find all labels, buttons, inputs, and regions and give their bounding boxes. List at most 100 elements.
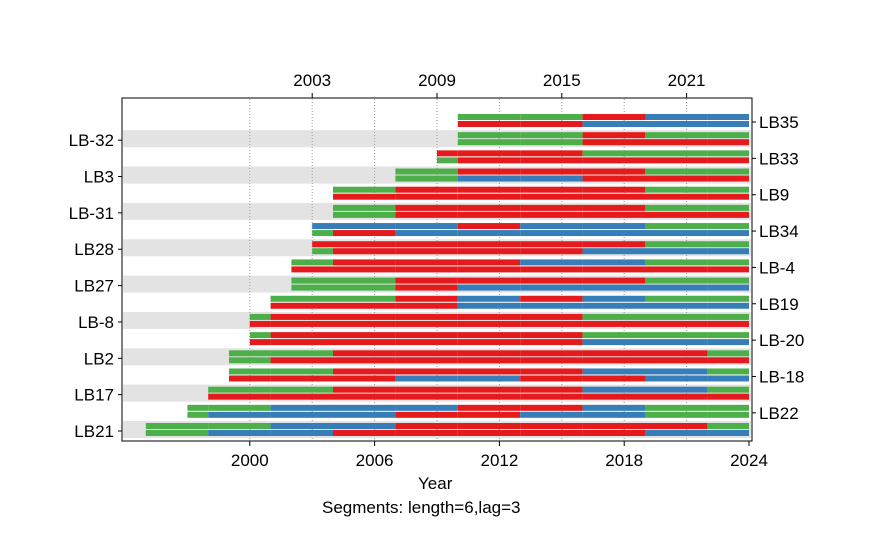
segment-bar-top [707, 332, 749, 339]
segment-bar-top [333, 204, 396, 211]
segment-bar-bottom [582, 230, 645, 237]
segment-bar-top [395, 295, 458, 302]
series-label-left: LB27 [74, 277, 114, 296]
segment-bar-bottom [645, 266, 708, 273]
segment-bar-top [707, 168, 749, 175]
segment-bar-bottom [645, 375, 708, 382]
segment-bar-top [333, 313, 396, 320]
segment-bar-top [333, 404, 396, 411]
chart-caption: Segments: length=6,lag=3 [322, 498, 521, 517]
segment-bar-bottom [520, 193, 583, 200]
segment-bar-top [457, 241, 521, 248]
segment-bar-top [457, 186, 521, 193]
segment-bar-bottom [457, 121, 521, 127]
segment-bar-top [457, 277, 521, 284]
segment-bar-bottom [707, 193, 749, 200]
segment-bar-bottom [707, 393, 749, 400]
segment-bar-bottom [645, 157, 708, 164]
segment-bar-top [333, 423, 396, 429]
segment-bar-top [707, 368, 749, 375]
segment-bar-bottom [333, 302, 396, 309]
segment-bar-bottom [333, 357, 396, 364]
segment-bar-bottom [582, 284, 645, 291]
segment-bar-top [457, 259, 521, 266]
segment-bar-top [312, 223, 333, 230]
segment-bar-top [520, 386, 583, 393]
segment-bar-top [582, 132, 645, 139]
segment-bar-top [520, 350, 583, 357]
segment-bar-top [395, 313, 458, 320]
segment-bar-top [229, 350, 271, 357]
segment-bar-bottom [395, 393, 458, 400]
segment-bar-top [270, 350, 333, 357]
segment-bar-top [520, 277, 583, 284]
segment-bar-bottom [707, 320, 749, 327]
segment-bar-bottom [520, 375, 583, 382]
segment-bar-bottom [645, 357, 708, 364]
segment-bar-bottom [707, 266, 749, 273]
series-label-left: LB2 [84, 349, 114, 368]
segment-bar-top [520, 223, 583, 230]
segment-bar-top [520, 332, 583, 339]
segment-bar-bottom [270, 375, 333, 382]
segment-bar-top [270, 313, 333, 320]
segment-bar-top [333, 241, 396, 248]
segment-bar-bottom [645, 139, 708, 146]
segment-bar-top [208, 404, 271, 411]
segment-bar-bottom [270, 430, 333, 436]
segment-bar-bottom [582, 393, 645, 400]
segment-bar-top [582, 313, 645, 320]
segment-bar-top [582, 423, 645, 429]
segment-bar-bottom [457, 320, 521, 327]
segment-bar-bottom [229, 357, 271, 364]
segment-bar-top [457, 313, 521, 320]
segment-bar-top [645, 368, 708, 375]
segment-bar-top [707, 150, 749, 157]
segment-bar-bottom [395, 411, 458, 418]
segment-bar-top [270, 368, 333, 375]
segment-bar-top [333, 277, 396, 284]
series-label-left: LB-8 [78, 313, 114, 332]
segment-bar-bottom [457, 139, 521, 146]
segment-bar-bottom [333, 193, 396, 200]
segment-bar-bottom [520, 157, 583, 164]
segment-bar-top [520, 259, 583, 266]
segment-bar-bottom [582, 175, 645, 182]
segment-bar-top [395, 332, 458, 339]
bottom-tick-label: 2006 [356, 451, 394, 470]
segment-bar-bottom [520, 266, 583, 273]
segment-bar-bottom [333, 230, 396, 237]
segment-bar-top [457, 368, 521, 375]
axis-ticks: 2000 2006 2012 2018 2024 2003 2009 2015 2021 [118, 71, 768, 470]
segment-bar-bottom [249, 320, 271, 327]
segment-bar-top [270, 295, 333, 302]
segment-bar-top [395, 368, 458, 375]
segment-bar-bottom [645, 211, 708, 218]
segment-bar-top [520, 114, 583, 120]
segment-bar-top [395, 350, 458, 357]
segment-bar-bottom [520, 284, 583, 291]
segment-bar-top [312, 241, 333, 248]
segment-bar-bottom [333, 320, 396, 327]
segment-bar-bottom [229, 375, 271, 382]
segment-bar-top [395, 423, 458, 429]
segment-bar-bottom [707, 339, 749, 346]
segment-bar-bottom [395, 266, 458, 273]
segment-bar-bottom [645, 121, 708, 127]
segment-bar-bottom [395, 375, 458, 382]
segment-bar-bottom [270, 320, 333, 327]
x-axis-label: Year [418, 474, 453, 493]
segment-bars [145, 114, 749, 436]
segment-bar-top [249, 313, 271, 320]
segment-bar-top [645, 132, 708, 139]
segment-bar-top [333, 350, 396, 357]
segment-bar-bottom [333, 248, 396, 255]
segment-bar-top [707, 404, 749, 411]
segment-bar-bottom [270, 357, 333, 364]
segment-bar-bottom [312, 230, 333, 237]
segment-bar-top [582, 404, 645, 411]
segment-bar-bottom [520, 411, 583, 418]
segment-bar-top [645, 223, 708, 230]
segment-bar-bottom [645, 339, 708, 346]
